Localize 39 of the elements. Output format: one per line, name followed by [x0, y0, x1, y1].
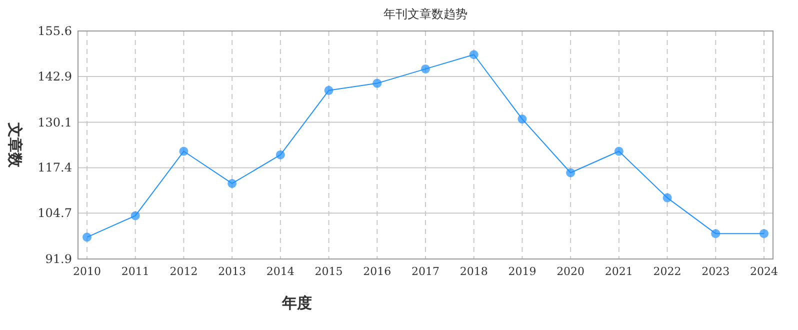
x-tick-label: 2023 [702, 265, 730, 278]
y-tick-label: 104.7 [38, 206, 72, 220]
point [228, 178, 237, 188]
x-tick-label: 2018 [460, 265, 488, 278]
x-axis-title: 年度 [281, 294, 312, 312]
x-tick-label: 2017 [412, 265, 440, 278]
point [518, 114, 527, 124]
x-tick-label: 2014 [266, 265, 294, 278]
x-tick-label: 2016 [363, 265, 392, 278]
point [372, 78, 382, 88]
point [760, 229, 768, 238]
point [82, 232, 92, 242]
point [711, 229, 720, 238]
point [421, 64, 430, 74]
y-tick-label: 142.9 [38, 69, 72, 84]
point [130, 211, 140, 220]
point [324, 86, 334, 95]
point [614, 146, 624, 156]
x-tick-label: 2022 [653, 265, 682, 278]
point [276, 150, 285, 160]
point [662, 193, 672, 202]
x-tick-label: 2024 [750, 265, 778, 278]
y-tick-label: 130.1 [38, 115, 72, 130]
point [566, 168, 576, 178]
x-tick-label: 2019 [508, 265, 536, 278]
x-tick-label: 2021 [604, 265, 633, 278]
y-tick-label: 155.6 [38, 24, 72, 38]
point [179, 146, 188, 156]
x-tick-label: 2010 [73, 265, 101, 278]
y-tick-label: 117.4 [38, 160, 72, 175]
y-axis-title: 文章数 [6, 122, 24, 168]
x-tick-label: 2013 [218, 265, 246, 278]
chart-title: 年刊文章数趋势 [384, 7, 468, 21]
x-tick-label: 2020 [556, 265, 585, 278]
y-tick-label: 91.9 [45, 252, 72, 266]
point [469, 50, 478, 60]
x-tick-label: 2011 [121, 265, 150, 278]
x-tick-label: 2012 [170, 265, 198, 278]
x-tick-label: 2015 [314, 265, 343, 278]
